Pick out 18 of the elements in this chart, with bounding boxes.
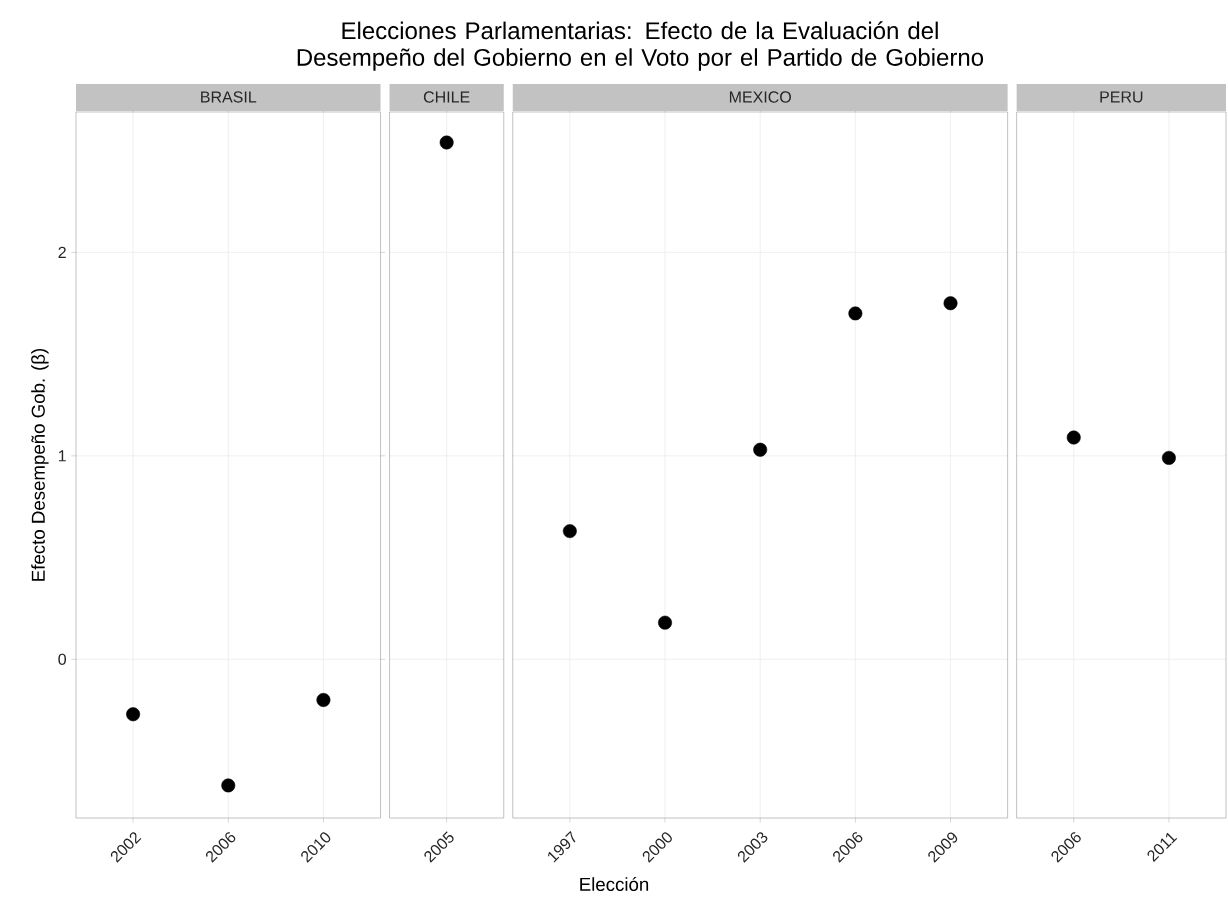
y-tick-label: 0 (58, 653, 66, 665)
y-tick-label: 2 (58, 246, 66, 258)
point (943, 296, 958, 311)
y-tick-label: 1 (58, 450, 66, 462)
point (658, 615, 672, 630)
chart-title: BRASIL (201, 91, 257, 103)
text: Elecciones Parlamentarias: Efecto de la Evaluación del Desempeño del Gobierno en el Voto por el Partido de Gobierno (297, 21, 984, 71)
point (848, 306, 863, 321)
point (316, 693, 331, 707)
point (562, 524, 577, 539)
chart-title: CHILE (423, 91, 470, 103)
x-axis-title: Elección (580, 877, 649, 891)
chart-title: MEXICO (729, 91, 791, 103)
y-axis-title: Efecto Desempeño Gob. (β) (31, 348, 49, 581)
point (126, 707, 141, 722)
point (753, 442, 768, 457)
point (221, 778, 236, 793)
chart-title: PERU (1100, 91, 1143, 103)
